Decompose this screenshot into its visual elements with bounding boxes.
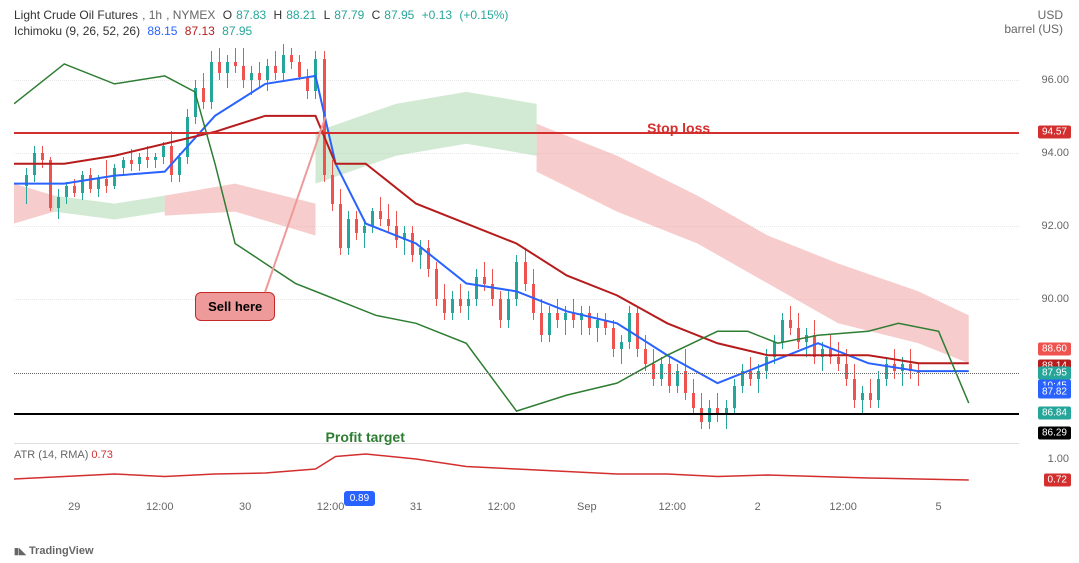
ichimoku-v3: 87.95 — [222, 24, 252, 38]
y-tick: 90.00 — [1041, 293, 1069, 305]
price-tag: 86.29 — [1038, 427, 1071, 440]
x-tick: 29 — [68, 501, 80, 513]
atr-right-tag: 0.72 — [1044, 474, 1071, 487]
sell-here-callout[interactable]: Sell here — [195, 292, 275, 321]
profit-target-label: Profit target — [326, 429, 405, 445]
atr-pane[interactable]: ATR (14, RMA) 0.730.891.000.72 — [14, 449, 1019, 499]
change-pct: (+0.15%) — [459, 8, 508, 22]
ohlc-c-label: C — [372, 8, 381, 22]
ichimoku-v1: 88.15 — [147, 24, 177, 38]
ohlc-l: 87.79 — [334, 8, 364, 22]
change: +0.13 — [422, 8, 452, 22]
atr-y-tick: 1.00 — [1048, 453, 1069, 465]
profit-target-line[interactable] — [14, 413, 1019, 415]
price-tag: 87.82 — [1038, 385, 1071, 398]
main-price-pane[interactable]: 96.0094.0092.0090.0094.5788.6088.1487.95… — [14, 44, 1019, 444]
chart-header: Light Crude Oil Futures, 1h, NYMEX O87.8… — [14, 8, 512, 38]
x-tick: 2 — [755, 501, 761, 513]
x-tick: 12:00 — [659, 501, 687, 513]
stop-loss-label: Stop loss — [647, 120, 710, 136]
stop-loss-line[interactable] — [14, 132, 1019, 134]
atr-label[interactable]: ATR (14, RMA) 0.73 — [14, 449, 113, 461]
symbol-name[interactable]: Light Crude Oil Futures — [14, 8, 138, 22]
x-tick: 12:00 — [488, 501, 516, 513]
exchange: NYMEX — [173, 8, 216, 22]
stop-loss-tag: 94.57 — [1038, 126, 1071, 139]
chart-container: Light Crude Oil Futures, 1h, NYMEX O87.8… — [0, 0, 1079, 563]
ichimoku-label[interactable]: Ichimoku (9, 26, 52, 26) — [14, 24, 140, 38]
ohlc-o-label: O — [223, 8, 232, 22]
ohlc-h: 88.21 — [286, 8, 316, 22]
y-tick: 94.00 — [1041, 147, 1069, 159]
x-tick: 31 — [410, 501, 422, 513]
atr-value-tag: 0.89 — [344, 491, 375, 506]
x-tick: 12:00 — [317, 501, 345, 513]
plot-area[interactable]: 96.0094.0092.0090.0094.5788.6088.1487.95… — [14, 44, 1019, 513]
x-tick: Sep — [577, 501, 597, 513]
tradingview-logo[interactable]: ▮◣ TradingView — [14, 545, 94, 557]
x-tick: 5 — [936, 501, 942, 513]
price-tag: 86.84 — [1038, 407, 1071, 420]
x-tick: 12:00 — [146, 501, 174, 513]
ichimoku-v2: 87.13 — [185, 24, 215, 38]
ohlc-o: 87.83 — [236, 8, 266, 22]
price-tag: 87.95 — [1038, 367, 1071, 380]
ohlc-c: 87.95 — [384, 8, 414, 22]
y-tick: 92.00 — [1041, 220, 1069, 232]
interval: 1h — [149, 8, 162, 22]
y-tick: 96.00 — [1041, 74, 1069, 86]
x-tick: 12:00 — [829, 501, 857, 513]
ohlc-h-label: H — [274, 8, 283, 22]
y-axis-unit: USD barrel (US) — [1004, 8, 1063, 36]
price-tag: 88.60 — [1038, 343, 1071, 356]
ohlc-l-label: L — [324, 8, 331, 22]
x-tick: 30 — [239, 501, 251, 513]
